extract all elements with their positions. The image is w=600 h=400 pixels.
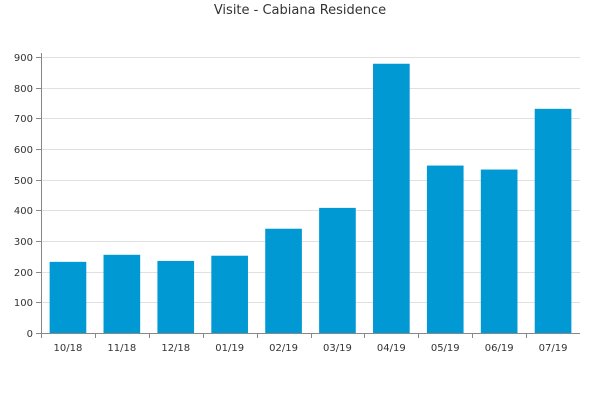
y-tick-label: 200	[14, 268, 33, 279]
bar	[373, 63, 410, 333]
y-tick-label: 500	[14, 176, 33, 187]
chart-title: Visite - Cabiana Residence	[213, 3, 387, 18]
x-tick-label: 03/19	[323, 343, 352, 354]
bar	[265, 228, 302, 333]
y-tick-label: 300	[14, 237, 33, 248]
bar	[49, 261, 87, 333]
y-tick-label: 800	[14, 84, 33, 95]
y-tick-label: 900	[14, 53, 33, 64]
y-tick-label: 700	[14, 114, 33, 125]
x-tick-label: 06/19	[485, 343, 514, 354]
bar	[211, 255, 248, 333]
x-tick-label: 11/18	[107, 343, 136, 354]
y-tick-label: 400	[14, 206, 33, 217]
y-tick-label: 100	[14, 298, 33, 309]
bar	[426, 165, 464, 333]
x-tick-label: 04/19	[377, 343, 406, 354]
x-tick-label: 10/18	[54, 343, 83, 354]
x-tick-label: 07/19	[539, 343, 568, 354]
bar	[480, 169, 518, 333]
x-tick-label: 12/18	[161, 343, 190, 354]
bar	[319, 207, 356, 333]
bar	[103, 254, 141, 333]
y-tick-label: 0	[27, 329, 33, 340]
bar	[534, 108, 572, 334]
x-tick-label: 02/19	[269, 343, 298, 354]
y-tick-label: 600	[14, 145, 33, 156]
x-tick-label: 05/19	[431, 343, 460, 354]
bar	[157, 260, 195, 333]
x-tick-label: 01/19	[215, 343, 244, 354]
